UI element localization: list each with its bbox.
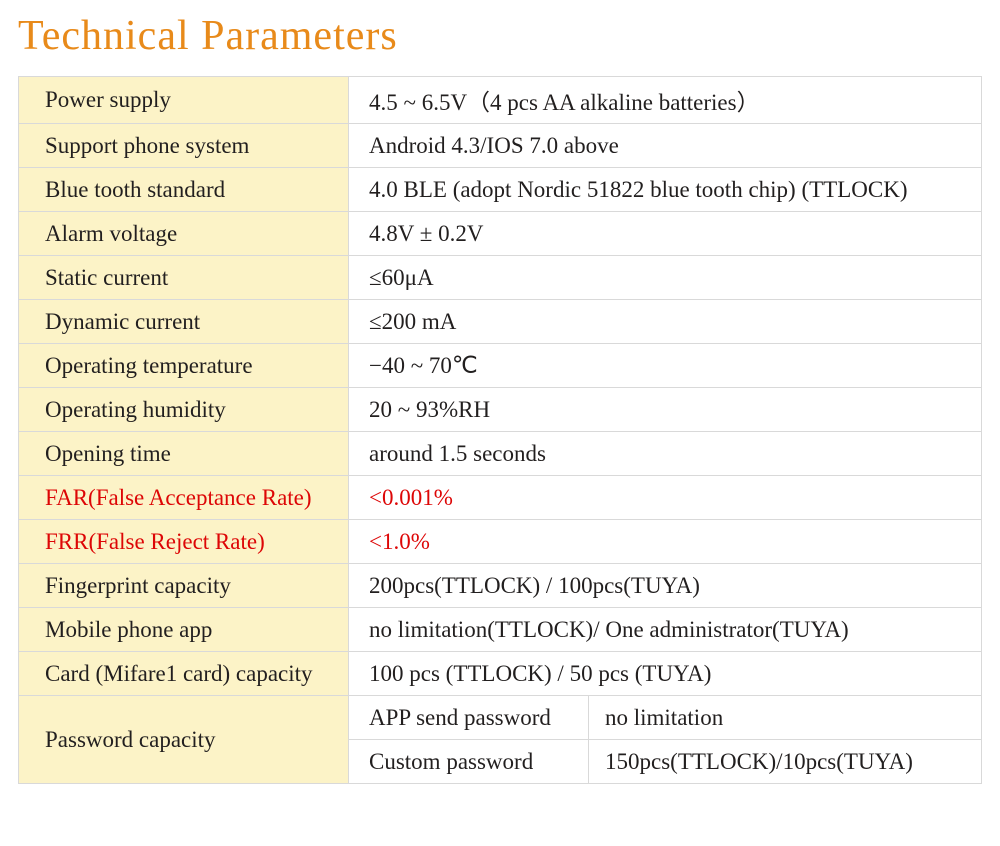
param-label: Support phone system [19, 124, 349, 168]
param-value: 4.8V ± 0.2V [349, 212, 982, 256]
param-sub-label: APP send password [349, 696, 589, 740]
table-row: Static current≤60μA [19, 256, 982, 300]
param-value: −40 ~ 70℃ [349, 344, 982, 388]
table-row: Password capacityAPP send passwordno lim… [19, 696, 982, 740]
param-label: Mobile phone app [19, 608, 349, 652]
param-label: Card (Mifare1 card) capacity [19, 652, 349, 696]
param-value: ≤200 mA [349, 300, 982, 344]
table-row: Power supply4.5 ~ 6.5V（4 pcs AA alkaline… [19, 77, 982, 124]
param-label: Operating temperature [19, 344, 349, 388]
param-label: Fingerprint capacity [19, 564, 349, 608]
table-row: Blue tooth standard4.0 BLE (adopt Nordic… [19, 168, 982, 212]
param-value: 20 ~ 93%RH [349, 388, 982, 432]
param-value: ≤60μA [349, 256, 982, 300]
param-label: FRR(False Reject Rate) [19, 520, 349, 564]
param-label: Blue tooth standard [19, 168, 349, 212]
table-row: Dynamic current≤200 mA [19, 300, 982, 344]
table-row: Operating temperature−40 ~ 70℃ [19, 344, 982, 388]
param-label: Operating humidity [19, 388, 349, 432]
param-sub-value: 150pcs(TTLOCK)/10pcs(TUYA) [589, 740, 982, 784]
param-sub-value: no limitation [589, 696, 982, 740]
param-value: <1.0% [349, 520, 982, 564]
table-row: Alarm voltage4.8V ± 0.2V [19, 212, 982, 256]
table-row: Card (Mifare1 card) capacity100 pcs (TTL… [19, 652, 982, 696]
param-label: FAR(False Acceptance Rate) [19, 476, 349, 520]
param-label: Static current [19, 256, 349, 300]
table-row: Support phone systemAndroid 4.3/IOS 7.0 … [19, 124, 982, 168]
param-value: 4.0 BLE (adopt Nordic 51822 blue tooth c… [349, 168, 982, 212]
param-label: Password capacity [19, 696, 349, 784]
table-row: Mobile phone appno limitation(TTLOCK)/ O… [19, 608, 982, 652]
param-value: Android 4.3/IOS 7.0 above [349, 124, 982, 168]
param-value: around 1.5 seconds [349, 432, 982, 476]
param-value: 100 pcs (TTLOCK) / 50 pcs (TUYA) [349, 652, 982, 696]
param-value: <0.001% [349, 476, 982, 520]
table-row: Operating humidity20 ~ 93%RH [19, 388, 982, 432]
param-label: Power supply [19, 77, 349, 124]
param-label: Alarm voltage [19, 212, 349, 256]
param-label: Opening time [19, 432, 349, 476]
param-value: 4.5 ~ 6.5V（4 pcs AA alkaline batteries） [349, 77, 982, 124]
table-row: FRR(False Reject Rate)<1.0% [19, 520, 982, 564]
param-value: 200pcs(TTLOCK) / 100pcs(TUYA) [349, 564, 982, 608]
table-row: Fingerprint capacity200pcs(TTLOCK) / 100… [19, 564, 982, 608]
param-value: no limitation(TTLOCK)/ One administrator… [349, 608, 982, 652]
table-row: Opening timearound 1.5 seconds [19, 432, 982, 476]
table-row: FAR(False Acceptance Rate)<0.001% [19, 476, 982, 520]
param-sub-label: Custom password [349, 740, 589, 784]
param-label: Dynamic current [19, 300, 349, 344]
page-title: Technical Parameters [18, 12, 982, 60]
parameters-table: Power supply4.5 ~ 6.5V（4 pcs AA alkaline… [18, 76, 982, 784]
